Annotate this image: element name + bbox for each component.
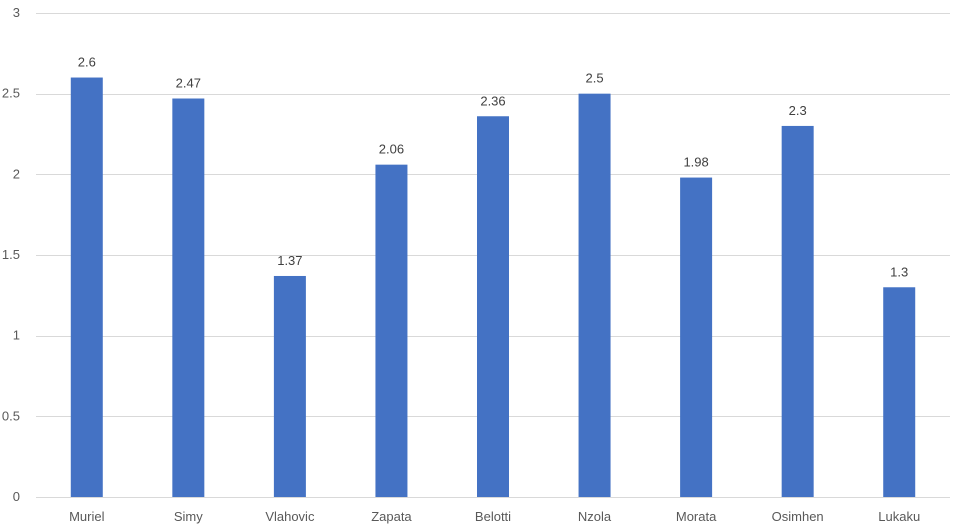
y-tick-label: 2.5 [2,86,20,101]
y-tick-label: 1.5 [2,247,20,262]
bars [70,77,916,498]
x-tick-label: Lukaku [878,509,920,524]
bar-vlahovic [273,275,306,497]
bar-muriel [70,77,103,498]
x-tick-label: Nzola [578,509,612,524]
x-tick-label: Belotti [475,509,511,524]
y-tick-label: 2 [13,166,20,181]
y-axis-ticks: 0 0.5 1 1.5 2 2.5 3 [2,5,20,504]
data-label: 2.5 [586,71,604,86]
bar-lukaku [883,287,916,497]
y-tick-label: 0.5 [2,408,20,423]
x-axis-ticks: Muriel Simy Vlahovic Zapata Belotti Nzola Mora… [69,509,920,524]
x-tick-label: Morata [676,509,717,524]
x-tick-label: Muriel [69,509,105,524]
data-label: 2.3 [789,103,807,118]
data-label: 2.6 [78,55,96,70]
data-label: 1.98 [683,155,708,170]
x-tick-label: Vlahovic [265,509,315,524]
y-tick-label: 0 [13,489,20,504]
data-label: 2.36 [480,93,505,108]
bar-simy [172,98,205,498]
x-tick-label: Osimhen [772,509,824,524]
bar-belotti [477,116,509,498]
bar-osimhen [781,125,814,497]
x-tick-label: Zapata [371,509,412,524]
data-label: 1.37 [277,253,302,268]
x-tick-label: Simy [174,509,203,524]
bar-morata [680,177,713,497]
y-tick-label: 3 [13,5,20,20]
bar-nzola [578,93,611,498]
data-label: 2.47 [176,76,201,91]
bar-zapata [375,164,408,498]
data-labels: 2.6 2.47 1.37 2.06 2.36 2.5 1.98 2.3 1.3 [78,55,909,280]
data-label: 2.06 [379,142,404,157]
data-label: 1.3 [890,264,908,279]
y-tick-label: 1 [13,328,20,343]
